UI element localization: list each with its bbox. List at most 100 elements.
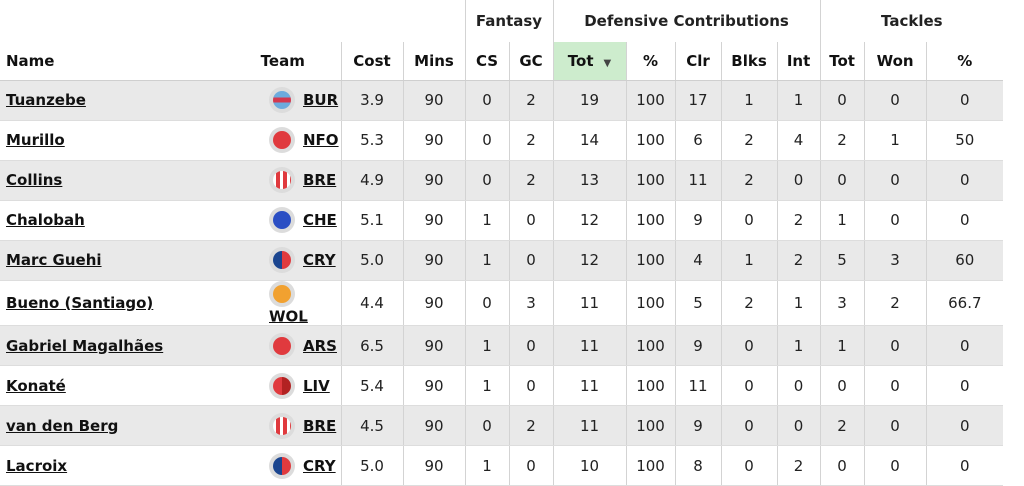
cell-blks: 1: [720, 240, 778, 281]
col-header-cs[interactable]: CS: [464, 42, 509, 81]
team-cell: WOL: [225, 280, 341, 326]
team-code-link[interactable]: NFO: [303, 131, 339, 149]
player-name-link[interactable]: Marc Guehi: [6, 251, 102, 269]
group-defensive-contributions: Defensive Contributions: [552, 0, 821, 42]
col-header-tk-pct[interactable]: %: [925, 42, 1004, 81]
player-name-link[interactable]: Tuanzebe: [6, 91, 86, 109]
cell-clr: 6: [674, 120, 722, 161]
player-name-cell: Tuanzebe: [0, 80, 225, 121]
cell-tk-tot: 2: [819, 120, 865, 161]
cell-tk-won: 0: [863, 80, 927, 121]
cell-tk-pct: 0: [925, 325, 1004, 366]
cell-cs: 0: [464, 280, 509, 326]
col-header-name[interactable]: Name: [0, 42, 225, 81]
cell-dc-pct: 100: [625, 240, 676, 281]
cell-clr: 11: [674, 160, 722, 201]
cell-int: 0: [776, 160, 821, 201]
cell-dc-pct: 100: [625, 365, 676, 406]
team-badge-icon: [269, 372, 295, 399]
cell-blks: 2: [720, 120, 778, 161]
team-badge-icon: [269, 332, 295, 359]
table-row: Tuanzebe BUR 3.9 90 0 2 19 100 17 1 1 0 0 0: [0, 80, 1004, 121]
col-header-tk-won[interactable]: Won: [863, 42, 927, 81]
group-tackles: Tackles: [819, 0, 1004, 42]
team-badge-icon: [269, 452, 295, 479]
table-row: Marc Guehi CRY 5.0 90 1 0 12 100 4 1 2 5 3 60: [0, 240, 1004, 281]
cell-tk-tot: 5: [819, 240, 865, 281]
cell-dc-pct: 100: [625, 160, 676, 201]
cell-mins: 90: [402, 365, 465, 406]
cell-dc-pct: 100: [625, 445, 676, 486]
team-color-dot: [273, 456, 291, 475]
table-row: Gabriel Magalhães ARS 6.5 90 1 0 11 100 9 0 1 1 0 0: [0, 325, 1004, 366]
player-name-link[interactable]: Lacroix: [6, 456, 68, 475]
team-color-dot: [273, 376, 291, 395]
col-header-clr[interactable]: Clr: [674, 42, 722, 81]
team-color-dot: [273, 211, 291, 229]
col-header-mins[interactable]: Mins: [402, 42, 465, 81]
cell-gc: 0: [508, 445, 554, 486]
team-code-link[interactable]: CHE: [303, 211, 337, 229]
player-name-link[interactable]: Bueno (Santiago): [6, 293, 154, 312]
col-header-cost[interactable]: Cost: [340, 42, 403, 81]
cell-tk-tot: 0: [819, 160, 865, 201]
cell-tk-tot: 1: [819, 200, 865, 241]
team-cell: BRE: [225, 405, 341, 446]
player-name-link[interactable]: Collins: [6, 171, 63, 189]
team-cell: ARS: [225, 325, 341, 366]
cell-blks: 2: [720, 280, 778, 326]
cell-blks: 1: [720, 80, 778, 121]
team-color-dot: [273, 416, 291, 435]
team-code-link[interactable]: ARS: [303, 336, 337, 355]
col-header-team[interactable]: Team: [225, 42, 341, 81]
cell-tk-won: 0: [863, 325, 927, 366]
table-row: van den Berg BRE 4.5 90 0 2 11 100 9 0 0 2 0 0: [0, 405, 1004, 446]
col-header-blks[interactable]: Blks: [720, 42, 778, 81]
team-code-link[interactable]: CRY: [303, 456, 336, 475]
cell-cs: 0: [464, 120, 509, 161]
cell-dc-pct: 100: [625, 325, 676, 366]
cell-dc-tot: 12: [552, 240, 627, 281]
team-color-dot: [273, 171, 291, 189]
team-code-link[interactable]: LIV: [303, 376, 330, 395]
col-header-int[interactable]: Int: [776, 42, 821, 81]
cell-blks: 2: [720, 160, 778, 201]
cell-blks: 0: [720, 200, 778, 241]
cell-cost: 4.9: [340, 160, 403, 201]
col-header-dc-tot-label: Tot: [567, 51, 594, 70]
player-name-link[interactable]: Chalobah: [6, 211, 85, 229]
cell-mins: 90: [402, 240, 465, 281]
cell-clr: 4: [674, 240, 722, 281]
cell-dc-tot: 14: [552, 120, 627, 161]
team-color-dot: [273, 284, 291, 303]
team-code-link[interactable]: BUR: [303, 91, 339, 109]
player-name-link[interactable]: Gabriel Magalhães: [6, 336, 164, 355]
cell-cs: 1: [464, 240, 509, 281]
team-code-link[interactable]: WOL: [269, 307, 308, 325]
player-name-link[interactable]: Murillo: [6, 131, 65, 149]
team-code-link[interactable]: BRE: [303, 171, 337, 189]
col-header-tk-tot[interactable]: Tot: [819, 42, 865, 81]
cell-tk-pct: 60: [925, 240, 1004, 281]
team-code-link[interactable]: BRE: [303, 416, 337, 435]
col-header-dc-pct[interactable]: %: [625, 42, 676, 81]
cell-dc-tot: 11: [552, 325, 627, 366]
player-name-cell: van den Berg: [0, 405, 225, 446]
cell-int: 0: [776, 405, 821, 446]
cell-gc: 0: [508, 200, 554, 241]
player-name-cell: Murillo: [0, 120, 225, 161]
cell-tk-pct: 0: [925, 80, 1004, 121]
team-code-link[interactable]: CRY: [303, 251, 336, 269]
col-header-gc[interactable]: GC: [508, 42, 554, 81]
cell-mins: 90: [402, 160, 465, 201]
team-badge-icon: [269, 207, 295, 233]
cell-cost: 4.4: [340, 280, 403, 326]
cell-mins: 90: [402, 280, 465, 326]
cell-tk-won: 0: [863, 405, 927, 446]
col-header-dc-tot[interactable]: Tot ▼: [552, 42, 627, 81]
player-name-link[interactable]: Konaté: [6, 376, 66, 395]
player-name-link[interactable]: van den Berg: [6, 416, 119, 435]
cell-tk-won: 0: [863, 200, 927, 241]
cell-tk-tot: 1: [819, 325, 865, 366]
team-color-dot: [273, 91, 291, 109]
